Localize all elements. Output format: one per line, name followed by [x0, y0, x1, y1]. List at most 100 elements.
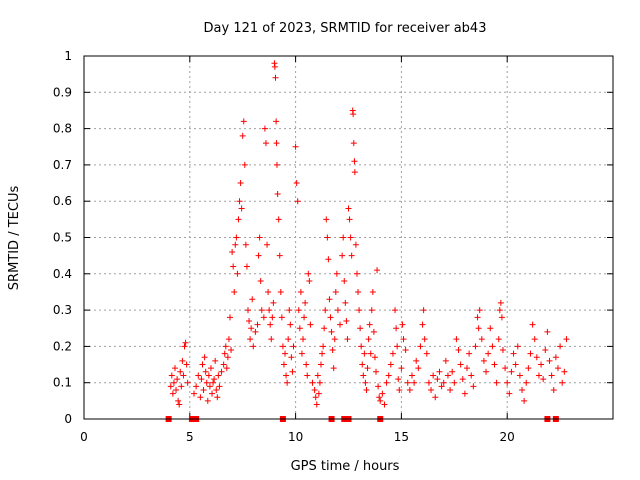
data-point — [257, 278, 264, 285]
data-point — [167, 383, 174, 390]
data-point — [362, 379, 369, 386]
x-tick-labels: 0 5 10 15 20 — [80, 430, 515, 444]
data-point — [447, 386, 454, 393]
data-point — [298, 350, 305, 357]
data-point — [499, 347, 506, 354]
data-point — [312, 394, 319, 401]
data-point — [355, 288, 362, 295]
data-point — [415, 365, 422, 372]
data-point — [272, 74, 279, 81]
data-point — [260, 314, 267, 321]
data-point — [273, 140, 280, 147]
data-point — [399, 321, 406, 328]
data-point — [400, 336, 407, 343]
data-point — [420, 307, 427, 314]
data-point — [234, 270, 241, 277]
data-point — [292, 143, 299, 150]
x-tick-label: 10 — [288, 430, 303, 444]
data-point — [238, 205, 245, 212]
y-tick-labels: 0 0.1 0.2 0.3 0.4 0.5 0.6 0.7 0.8 0.9 1 — [53, 49, 72, 426]
data-point — [268, 336, 275, 343]
data-point — [353, 270, 360, 277]
data-point — [224, 354, 231, 361]
data-point — [392, 307, 399, 314]
data-point — [176, 401, 183, 408]
data-point — [519, 386, 526, 393]
data-point — [332, 288, 339, 295]
data-point — [239, 132, 246, 139]
y-tick-label: 0.4 — [53, 267, 72, 281]
data-point — [358, 343, 365, 350]
y-tick-label: 1 — [64, 49, 72, 63]
data-point — [265, 288, 272, 295]
data-point — [345, 205, 352, 212]
data-point — [237, 180, 244, 187]
data-point — [218, 368, 225, 375]
data-point — [261, 125, 268, 132]
data-point — [508, 368, 515, 375]
data-point — [207, 365, 214, 372]
data-point — [297, 288, 304, 295]
data-point — [351, 169, 358, 176]
data-point — [174, 376, 181, 383]
data-point — [240, 118, 247, 125]
data-point — [270, 299, 277, 306]
data-point — [221, 350, 228, 357]
data-point — [287, 321, 294, 328]
data-point — [417, 343, 424, 350]
data-point — [228, 347, 235, 354]
data-point — [283, 372, 290, 379]
y-tick-label: 0 — [64, 412, 72, 426]
y-tick-label: 0.9 — [53, 85, 72, 99]
data-point — [250, 343, 257, 350]
data-point — [523, 379, 530, 386]
data-point — [296, 325, 303, 332]
data-point — [444, 372, 451, 379]
data-point — [294, 198, 301, 205]
data-point — [510, 350, 517, 357]
data-point — [277, 288, 284, 295]
data-point — [307, 321, 314, 328]
data-point — [366, 321, 373, 328]
data-point — [201, 354, 208, 361]
data-point — [480, 357, 487, 364]
data-point — [295, 307, 302, 314]
data-point — [256, 234, 263, 241]
data-point — [254, 321, 261, 328]
data-point — [478, 336, 485, 343]
data-point — [365, 336, 372, 343]
data-point — [178, 383, 185, 390]
data-point — [398, 365, 405, 372]
data-point — [383, 379, 390, 386]
data-point — [328, 328, 335, 335]
data-point — [247, 336, 254, 343]
data-point — [198, 376, 205, 383]
data-point — [181, 343, 188, 350]
data-point — [364, 365, 371, 372]
data-point — [331, 336, 338, 343]
data-point — [302, 299, 309, 306]
data-point — [359, 361, 366, 368]
data-point — [529, 321, 536, 328]
data-point — [561, 368, 568, 375]
data-point — [222, 343, 229, 350]
data-point — [559, 379, 566, 386]
data-point — [321, 325, 328, 332]
data-point — [271, 63, 278, 70]
data-point — [216, 383, 223, 390]
data-point — [396, 386, 403, 393]
data-point — [243, 263, 250, 270]
data-point — [288, 354, 295, 361]
data-point — [554, 365, 561, 372]
data-point — [333, 270, 340, 277]
data-point — [360, 372, 367, 379]
data-point — [180, 372, 187, 379]
data-point — [293, 180, 300, 187]
data-point — [340, 234, 347, 241]
data-point — [282, 350, 289, 357]
data-point — [544, 328, 551, 335]
data-point — [324, 234, 331, 241]
y-tick-label: 0.7 — [53, 158, 72, 172]
data-point — [379, 390, 386, 397]
